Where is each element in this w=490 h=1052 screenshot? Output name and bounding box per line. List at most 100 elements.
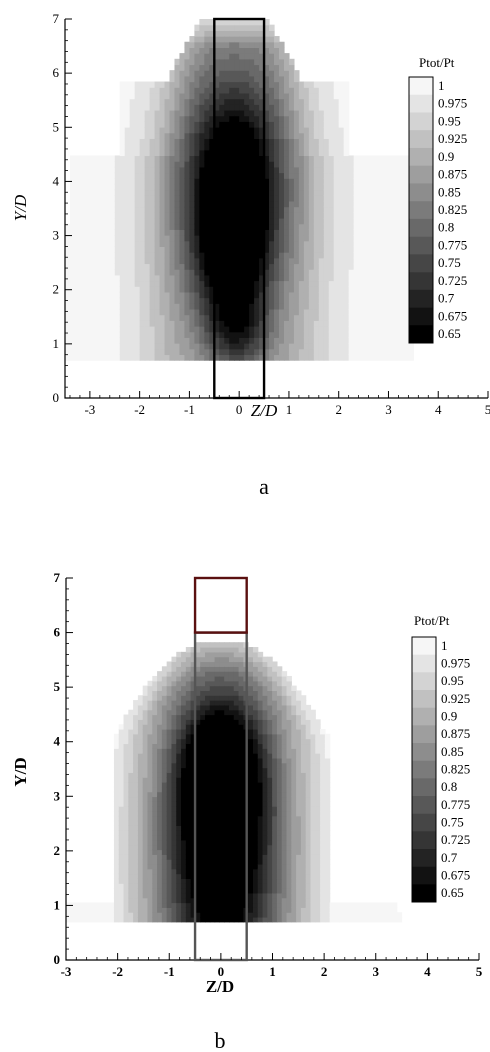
chart-a-contour-cell [308,149,315,157]
chart-a-contour-cell [174,303,181,310]
chart-a-contour-cell [184,240,191,247]
chart-a-contour-cell [274,314,280,321]
chart-b-contour-cell [171,902,177,908]
chart-a-contour-cell [318,138,325,145]
chart-a-contour-cell [254,104,260,111]
chart-b-contour-cell [157,714,163,720]
chart-b-contour-cell [181,671,187,677]
chart-a-contour-cell [254,58,260,66]
chart-a-contour-cell [219,115,225,122]
chart-a-contour-cell [333,229,340,236]
chart-a-contour-cell [234,320,240,327]
chart-b-contour-cell [181,810,187,817]
chart-a-contour-cell [239,303,245,310]
chart-b-contour-cell [209,724,216,730]
chart-a-contour-cell [274,291,280,299]
chart-a-contour-cell [269,81,275,88]
chart-a-contour-cell [89,246,96,253]
chart-a-contour-cell [254,263,260,270]
chart-a-contour-cell [393,274,400,282]
chart-a-contour-cell [129,337,136,344]
chart-a-contour-cell [249,274,255,282]
chart-a-contour-cell [328,200,335,208]
chart-a-contour-cell [348,189,355,196]
chart-b-contour-cell [161,907,168,913]
chart-a-contour-cell [194,257,200,265]
chart-a-contour-cell [134,109,141,117]
chart-b-contour-cell [152,675,158,682]
chart-a-contour-cell [298,81,305,88]
chart-a-contour-cell [278,115,285,122]
chart-b-contour-cell [224,762,230,769]
chart-b-contour-cell [161,777,168,783]
chart-a-contour-cell [343,235,350,242]
chart-a-contour-cell [99,217,106,225]
chart-a-contour-cell [204,87,210,94]
chart-a-contour-cell [194,81,200,88]
chart-b-contour-cell [214,666,220,672]
chart-a-contour-cell [199,291,205,299]
chart-b-contour-cell [128,912,134,918]
chart-a-contour-cell [219,240,225,247]
chart-a-contour-cell [219,75,225,83]
chart-a-contour-cell [318,166,325,174]
chart-a-contour-cell [264,115,270,122]
chart-b-contour-cell [238,878,244,884]
chart-a-contour-cell [249,343,255,350]
chart-a-contour-cell [149,138,156,145]
chart-a-contour-cell [333,297,340,304]
chart-a-contour-cell [219,223,225,230]
chart-a-contour-cell [114,229,121,236]
chart-a-contour-cell [114,314,121,321]
chart-b-contour-cell [214,772,220,778]
chart-a-contour-cell [134,303,141,310]
chart-a-contour-cell [169,223,176,230]
chart-a-contour-cell [144,348,151,356]
chart-a-contour-cell [293,325,300,333]
chart-b-contour-cell [137,892,144,899]
chart-a-contour-cell [159,343,166,350]
chart-b-contour-cell [147,733,153,740]
chart-b-contour-cell [123,897,129,904]
chart-b-contour-cell [200,651,206,658]
chart-a-contour-cell [229,41,235,49]
chart-a-contour-cell [214,98,220,105]
chart-a-contour-cell [363,286,370,293]
chart-b-contour-cell [171,863,177,870]
chart-b-contour-cell [118,791,125,798]
chart-a-contour-cell [204,308,210,316]
chart-a-contour-cell [214,257,220,265]
chart-a-contour-cell [254,348,260,356]
chart-a-contour-cell [308,189,315,196]
chart-b-contour-cell [200,695,206,701]
chart-a-contour-cell [234,252,240,259]
chart-a-contour-cell [313,115,320,122]
chart-a-contour-cell [179,257,186,265]
chart-a-contour-cell [174,144,181,151]
chart-a-contour-cell [109,257,116,265]
chart-a-contour-cell [293,308,300,316]
chart-b-contour-cell [157,806,163,812]
chart-a-contour-cell [398,223,404,230]
chart-a-contour-cell [244,291,250,299]
chart-a-contour-cell [333,257,340,265]
chart-a-contour-cell [99,325,106,333]
chart-a-contour-cell [328,348,335,356]
chart-b-contour-cell [128,830,134,836]
chart-a-contour-cell [159,303,166,310]
chart-a-contour-cell [318,337,325,344]
chart-a-contour-cell [358,161,365,168]
chart-a-contour-cell [264,252,270,259]
chart-b-contour-cell [219,680,225,687]
chart-a-contour-cell [104,161,111,168]
chart-a-contour-cell [209,286,215,293]
chart-a-contour-cell [328,161,335,168]
chart-a-contour-cell [383,206,390,213]
chart-a-contour-cell [348,354,355,361]
chart-a-contour-cell [328,132,335,139]
chart-a-contour-cell [348,178,355,185]
chart-b-contour-cell [171,661,177,667]
chart-a-contour-cell [154,195,161,202]
chart-b-contour-cell [99,902,105,908]
chart-a-contour-cell [398,314,404,321]
